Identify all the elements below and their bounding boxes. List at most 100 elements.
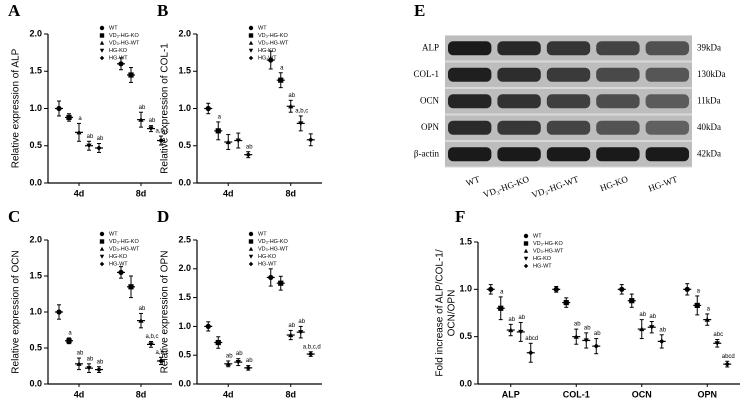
significance-label: abcd	[525, 336, 538, 342]
blot-band	[448, 67, 492, 82]
y-tick-label: 1.5	[29, 270, 42, 280]
significance-label: ab	[584, 325, 591, 331]
data-point	[288, 332, 294, 338]
data-point	[288, 103, 294, 109]
y-tick-label: 1.5	[178, 66, 191, 76]
data-point	[563, 299, 569, 306]
significance-label: ab	[246, 144, 253, 150]
protein-label: COL-1	[414, 69, 440, 79]
legend-marker	[99, 254, 105, 259]
data-point	[649, 325, 655, 330]
blot-band	[546, 94, 591, 109]
data-point	[158, 358, 164, 364]
size-label: 42kDa	[697, 148, 721, 158]
data-point	[684, 286, 690, 292]
data-point	[268, 57, 274, 63]
y-tick-label: 2.0	[178, 28, 191, 38]
data-point	[629, 298, 635, 304]
significance-label: ab	[149, 118, 156, 124]
blot-band	[497, 147, 541, 162]
protein-label: OCN	[420, 95, 440, 105]
data-point	[128, 72, 134, 78]
data-point	[298, 121, 304, 126]
blot-band	[596, 120, 640, 135]
panel-letter: B	[157, 1, 168, 20]
data-point	[278, 77, 284, 83]
data-point	[724, 361, 730, 367]
blot-band	[596, 67, 640, 82]
significance-label: ab	[246, 358, 253, 364]
panel-letter: D	[157, 207, 169, 226]
x-tick-label: OPN	[697, 389, 717, 399]
y-tick-label: 1.5	[178, 292, 191, 302]
y-tick-label: 1.0	[178, 103, 191, 113]
blot-band	[448, 41, 492, 56]
y-tick-label: 0.0	[29, 177, 42, 187]
significance-label: a,b,c	[145, 334, 158, 340]
legend-marker	[523, 263, 529, 269]
y-tick-label: 1.5	[459, 236, 472, 246]
blot-band	[645, 41, 689, 56]
y-tick-label: 0.5	[178, 140, 191, 150]
legend-marker	[248, 261, 254, 267]
y-tick-label: 1.0	[459, 284, 472, 294]
data-point	[96, 145, 102, 151]
data-point	[86, 143, 92, 149]
protein-label: ALP	[422, 42, 439, 52]
data-point	[278, 280, 284, 286]
legend-marker	[248, 25, 254, 31]
legend-label: VD₃-HG-WT	[109, 246, 140, 252]
y-axis-title: OCN/OPN	[447, 290, 458, 337]
data-point	[96, 367, 102, 373]
significance-label: ab	[97, 136, 104, 142]
panel-letter: F	[455, 207, 465, 226]
legend-marker	[99, 33, 105, 38]
significance-label: a	[78, 116, 82, 122]
significance-label: ab	[518, 315, 525, 321]
blot-band	[497, 41, 541, 56]
blot-band	[596, 147, 640, 162]
y-axis-title: Relative expression of COL-1	[160, 43, 171, 174]
x-tick-label: COL-1	[563, 389, 590, 399]
blot-band	[448, 120, 492, 135]
legend-marker	[99, 231, 105, 237]
blot-band	[546, 67, 591, 82]
legend-label: HG-KO	[109, 48, 128, 54]
significance-label: ab	[97, 359, 104, 365]
legend-marker	[523, 248, 529, 253]
y-tick-label: 1.5	[29, 66, 42, 76]
legend-marker	[248, 48, 254, 53]
significance-label: a	[68, 330, 72, 336]
data-point	[704, 317, 710, 322]
data-point	[148, 342, 154, 347]
y-axis-title: Relative expression of ALP	[11, 48, 22, 168]
significance-label: a,b,c	[155, 129, 168, 135]
data-point	[308, 351, 314, 357]
y-tick-label: 0.0	[29, 378, 42, 388]
blot-band	[546, 120, 591, 135]
data-point	[128, 284, 134, 290]
significance-label: ab	[659, 327, 666, 333]
significance-label: a	[697, 289, 701, 295]
x-tick-label: 8d	[136, 389, 147, 399]
legend-label: VD₃-HG-KO	[533, 241, 563, 247]
data-point	[148, 126, 154, 132]
legend-marker	[248, 239, 254, 244]
data-point	[158, 137, 164, 144]
x-tick-label: ALP	[502, 389, 520, 399]
x-tick-label: OCN	[632, 389, 652, 399]
data-point	[138, 318, 144, 323]
x-tick-label: 4d	[223, 188, 234, 198]
significance-label: ab	[649, 314, 656, 320]
data-point	[488, 286, 494, 292]
size-label: 39kDa	[697, 42, 721, 52]
x-tick-label: 4d	[74, 188, 85, 198]
panel-letter: C	[8, 207, 20, 226]
significance-label: a,b,c	[155, 350, 168, 356]
data-point	[659, 338, 665, 344]
data-point	[639, 326, 645, 332]
data-point	[298, 330, 304, 335]
significance-label: ab	[87, 356, 94, 362]
data-point	[245, 365, 251, 371]
